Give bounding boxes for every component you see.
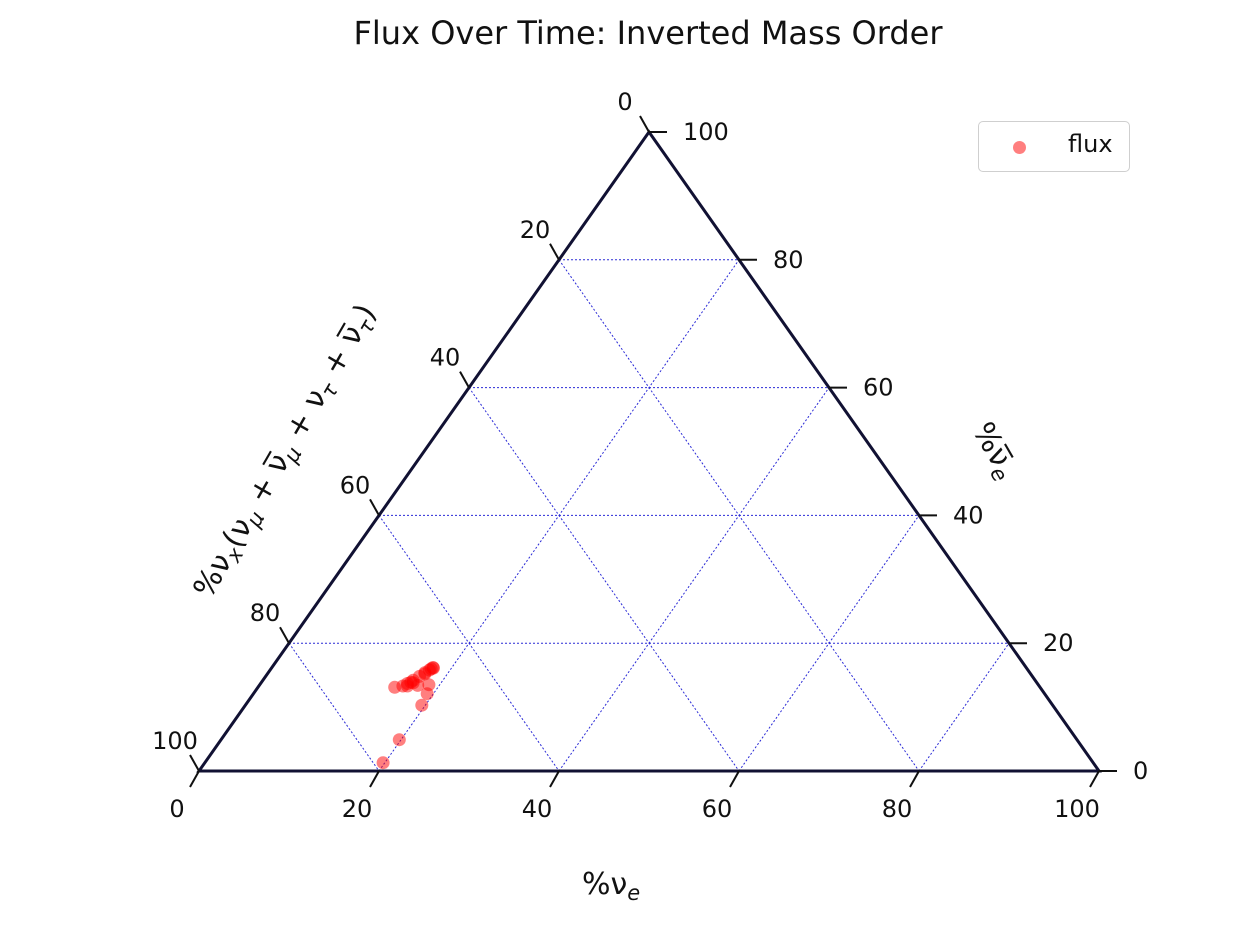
grid-lines (288, 259, 1010, 772)
left-tick-0 (639, 115, 650, 133)
bottom-tick-label-100: 100 (1054, 795, 1100, 823)
grid-line-nue-80 (918, 642, 1010, 772)
data-point-1-19 (418, 667, 432, 681)
bottom-tick-60 (729, 770, 740, 788)
bottom-tick-label-60: 60 (702, 795, 733, 823)
right-axis-label: %ν̅e (962, 417, 1024, 486)
right-tick-label-40: 40 (953, 501, 984, 529)
left-tick-label-80: 80 (250, 599, 281, 627)
data-point-1-2 (392, 733, 406, 747)
right-axis-label-main: %ν̅ (965, 417, 1018, 474)
chart-title: Flux Over Time: Inverted Mass Order (353, 14, 943, 52)
right-tick-label-0: 0 (1133, 757, 1148, 785)
right-tick-label-60: 60 (863, 374, 894, 402)
triangle-frame (196, 129, 1102, 773)
legend: flux (978, 121, 1130, 172)
left-tick-label-0: 0 (617, 88, 632, 116)
left-tick-label-100: 100 (152, 727, 198, 755)
grid-line-nux-80 (288, 642, 380, 772)
left-tick-40 (459, 371, 470, 389)
left-tick-label-40: 40 (430, 344, 461, 372)
bottom-tick-label-0: 0 (169, 795, 184, 823)
bottom-tick-label-20: 20 (342, 795, 373, 823)
left-tick-80 (279, 626, 290, 644)
data-point-1-3 (415, 698, 429, 712)
data-point-1-20 (404, 675, 418, 689)
data-point-1-11 (388, 680, 402, 694)
bottom-tick-label-40: 40 (522, 795, 553, 823)
bottom-tick-label-80: 80 (882, 795, 913, 823)
right-tick-label-20: 20 (1043, 629, 1074, 657)
grid-line-nue-40 (558, 387, 830, 772)
triangle-outline (196, 129, 1102, 773)
bottom-tick-0 (189, 770, 200, 788)
flux-points (376, 661, 440, 770)
bottom-tick-20 (369, 770, 380, 788)
right-tick-label-80: 80 (773, 246, 804, 274)
grid-line-nue-60 (738, 515, 920, 772)
legend-marker-flux (1013, 141, 1026, 154)
data-point-1-1 (376, 756, 390, 770)
bottom-tick-80 (909, 770, 920, 788)
grid-line-nux-60 (378, 515, 560, 772)
left-tick-100 (189, 754, 200, 772)
left-tick-20 (549, 243, 560, 261)
bottom-axis-label-main: %ν (582, 867, 627, 902)
bottom-axis-label: %νe (582, 867, 640, 905)
right-tick-label-100: 100 (683, 118, 729, 146)
left-axis-label: %νx(νμ + ν̅μ + ντ + ν̅τ) (187, 298, 386, 605)
bottom-axis-label-sub: e (627, 881, 640, 905)
left-tick-label-20: 20 (520, 216, 551, 244)
left-tick-60 (369, 498, 380, 516)
bottom-tick-40 (549, 770, 560, 788)
data-point-1-5 (422, 678, 436, 692)
grid-line-nux-40 (468, 387, 740, 772)
left-tick-label-60: 60 (340, 471, 371, 499)
axis-ticks: 0 0 0 20 20 20 40 40 40 60 60 60 80 80 80 100 100 100 (152, 88, 1148, 823)
legend-label-flux: flux (1068, 130, 1113, 158)
bottom-tick-100 (1089, 770, 1100, 788)
